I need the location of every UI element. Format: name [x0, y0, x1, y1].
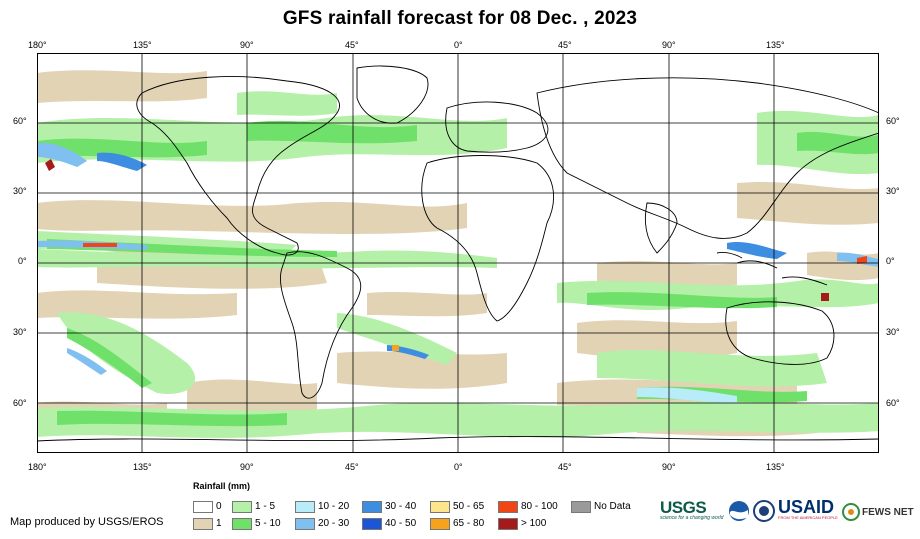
bottom-axis-label: 45°: [345, 462, 359, 472]
left-axis-label: 60°: [13, 398, 27, 408]
bottom-axis-label: 0°: [454, 462, 463, 472]
legend-label: No Data: [594, 501, 631, 512]
usgs-logo-text: USGS: [660, 498, 707, 517]
extreme-rain-spots: [45, 159, 867, 351]
legend-swatch: [362, 517, 382, 530]
legend-item: > 100: [498, 517, 546, 530]
legend-item: 1 - 5: [232, 500, 275, 513]
legend-label: 80 - 100: [521, 501, 558, 512]
graticule: [37, 53, 879, 453]
africa-outline: [421, 155, 554, 322]
continent-outlines: [37, 65, 879, 442]
legend-label: 5 - 10: [255, 518, 281, 529]
left-axis-label: 30°: [13, 186, 27, 196]
europe-outline: [445, 101, 549, 153]
legend-swatch: [232, 517, 252, 530]
top-axis-label: 0°: [454, 40, 463, 50]
map-title: GFS rainfall forecast for 08 Dec. , 2023: [282, 8, 638, 29]
bottom-axis-label: 45°: [558, 462, 572, 472]
rainfall-map: [37, 53, 879, 453]
legend-item: 20 - 30: [295, 517, 349, 530]
map-credit: Map produced by USGS/EROS: [10, 516, 164, 528]
noaa-logo: [729, 501, 749, 521]
top-axis-label: 90°: [240, 40, 254, 50]
north-america-outline: [136, 76, 340, 256]
dos-seal-logo: [753, 500, 775, 522]
top-axis-label: 180°: [28, 40, 47, 50]
legend-item: 40 - 50: [362, 517, 416, 530]
top-axis-label: 90°: [662, 40, 676, 50]
legend-item: 1: [193, 517, 222, 530]
legend-swatch: [498, 500, 518, 513]
right-axis-label: 30°: [886, 327, 900, 337]
right-axis-label: 30°: [886, 186, 900, 196]
legend-label: 30 - 40: [385, 501, 417, 512]
antarctica-outline: [37, 436, 879, 442]
legend-label: 65 - 80: [453, 518, 485, 529]
bottom-axis-label: 90°: [662, 462, 676, 472]
fews-net-icon: [842, 503, 860, 521]
legend-label: 20 - 30: [318, 518, 350, 529]
legend-item: 0: [193, 500, 222, 513]
legend-swatch: [193, 517, 213, 530]
south-america-outline: [280, 251, 362, 399]
map-border: [37, 53, 879, 453]
legend-label: 1: [216, 518, 222, 529]
legend-swatch: [295, 500, 315, 513]
legend-title: Rainfall (mm): [193, 481, 251, 491]
right-axis-label: 60°: [886, 398, 900, 408]
top-axis-label: 135°: [133, 40, 152, 50]
bottom-axis-label: 180°: [28, 462, 47, 472]
legend-swatch: [571, 500, 591, 513]
legend-swatch: [232, 500, 252, 513]
left-axis-label: 60°: [13, 116, 27, 126]
greenland-outline: [356, 65, 429, 124]
legend-swatch: [430, 500, 450, 513]
asia-outline: [536, 77, 879, 239]
legend-item: 10 - 20: [295, 500, 349, 513]
legend-label: 50 - 65: [453, 501, 485, 512]
legend-item: 5 - 10: [232, 517, 281, 530]
usgs-logo: USGS science for a changing world: [660, 497, 724, 529]
legend-swatch: [362, 500, 382, 513]
legend-label: 1 - 5: [255, 501, 276, 512]
bottom-axis-label: 90°: [240, 462, 254, 472]
usgs-tagline: science for a changing world: [660, 515, 724, 521]
bottom-axis-label: 135°: [133, 462, 152, 472]
legend-label: 0: [216, 501, 222, 512]
agency-logos: USGS science for a changing world USAID …: [660, 497, 916, 529]
right-axis-label: 0°: [886, 256, 895, 266]
legend-item: No Data: [571, 500, 631, 513]
legend-label: 40 - 50: [385, 518, 417, 529]
legend-item: 30 - 40: [362, 500, 416, 513]
right-axis-label: 60°: [886, 116, 900, 126]
left-axis-label: 0°: [18, 256, 27, 266]
legend-swatch: [498, 517, 518, 530]
usaid-logo-text: USAID: [778, 497, 835, 517]
legend-item: 80 - 100: [498, 500, 558, 513]
top-axis-label: 45°: [345, 40, 359, 50]
legend-swatch: [430, 517, 450, 530]
legend-swatch: [295, 517, 315, 530]
india-outline: [644, 202, 678, 254]
legend-label: 10 - 20: [318, 501, 350, 512]
legend-label: > 100: [521, 518, 547, 529]
legend-item: 50 - 65: [430, 500, 484, 513]
legend-swatch: [193, 500, 213, 513]
left-axis-label: 30°: [13, 327, 27, 337]
usaid-tagline: FROM THE AMERICAN PEOPLE: [778, 515, 838, 520]
australia-outline: [725, 301, 835, 365]
top-axis-label: 45°: [558, 40, 572, 50]
bottom-axis-label: 135°: [766, 462, 785, 472]
fews-net-logo-text: FEWS NET: [862, 507, 914, 518]
legend-item: 65 - 80: [430, 517, 484, 530]
top-axis-label: 135°: [766, 40, 785, 50]
usaid-logo: USAID FROM THE AMERICAN PEOPLE: [778, 497, 840, 529]
